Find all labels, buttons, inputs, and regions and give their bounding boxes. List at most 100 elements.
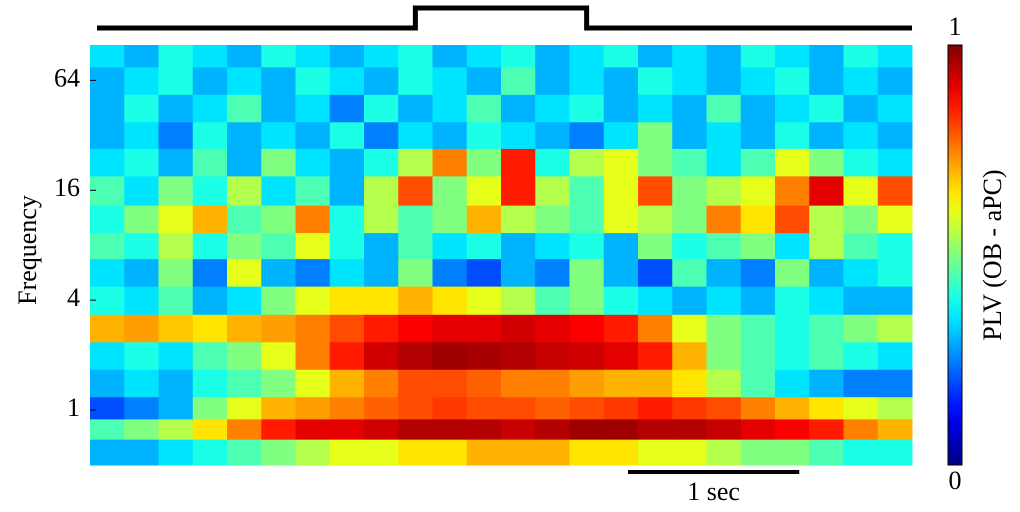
heatmap-cell — [466, 232, 502, 260]
heatmap-cell — [877, 439, 913, 466]
heatmap-cell — [535, 418, 570, 440]
heatmap-cell — [535, 121, 570, 149]
heatmap-cell — [329, 369, 365, 398]
heatmap-cell — [672, 439, 707, 466]
heatmap-cell — [706, 205, 742, 234]
heatmap-cell — [809, 205, 844, 234]
heatmap-cell — [569, 439, 605, 466]
heatmap-cell — [638, 232, 673, 260]
heatmap-cell — [740, 45, 776, 68]
heatmap-cell — [672, 121, 707, 149]
heatmap-cell — [466, 439, 502, 466]
heatmap-cell — [295, 94, 331, 123]
heatmap-cell — [809, 418, 844, 440]
heatmap-cell — [329, 148, 365, 177]
heatmap-cell — [809, 314, 844, 343]
heatmap-cell — [432, 439, 468, 466]
heatmap-cell — [843, 148, 879, 177]
heatmap-cell — [192, 205, 228, 234]
heatmap-cell — [432, 341, 468, 370]
heatmap-cell — [432, 66, 468, 95]
heatmap-cell — [775, 94, 810, 123]
heatmap-cell — [740, 148, 776, 177]
heatmap-cell — [261, 369, 296, 398]
heatmap-cell — [638, 45, 673, 68]
heatmap-cell — [432, 94, 468, 123]
heatmap-cell — [90, 45, 125, 68]
heatmap-cell — [501, 418, 536, 440]
heatmap-cell — [638, 258, 673, 287]
heatmap-cell — [706, 314, 742, 343]
heatmap-cell — [466, 148, 502, 177]
heatmap-cell — [192, 258, 228, 287]
heatmap-cell — [706, 148, 742, 177]
heatmap-cell — [398, 369, 433, 398]
heatmap-cell — [192, 396, 228, 420]
heatmap-cell — [775, 418, 810, 440]
heatmap-cell — [158, 369, 194, 398]
heatmap-cell — [809, 286, 844, 315]
heatmap-cell — [569, 369, 605, 398]
heatmap-cell — [740, 439, 776, 466]
heatmap-cell — [364, 232, 399, 260]
heatmap-cell — [124, 94, 159, 123]
heatmap-cell — [124, 66, 159, 95]
heatmap-cell — [672, 94, 707, 123]
heatmap-cell — [569, 175, 605, 206]
heatmap-cell — [364, 439, 399, 466]
heatmap-cell — [261, 45, 296, 68]
heatmap-cell — [843, 369, 879, 398]
heatmap-cell — [466, 341, 502, 370]
heatmap-cell — [569, 66, 605, 95]
heatmap-cell — [501, 341, 536, 370]
heatmap-cell — [124, 341, 159, 370]
heatmap-cell — [364, 258, 399, 287]
heatmap-cell — [466, 418, 502, 440]
heatmap-cell — [501, 439, 536, 466]
heatmap-cell — [192, 369, 228, 398]
heatmap-cell — [501, 396, 536, 420]
heatmap-cell — [877, 148, 913, 177]
heatmap-cell — [569, 232, 605, 260]
colorbar-tick-label: 0 — [949, 466, 962, 495]
heatmap-cell — [158, 232, 194, 260]
heatmap-cell — [124, 314, 159, 343]
heatmap-cell — [398, 205, 433, 234]
heatmap-cell — [638, 341, 673, 370]
heatmap-cell — [809, 439, 844, 466]
heatmap-cell — [261, 232, 296, 260]
heatmap-cell — [535, 258, 570, 287]
heatmap-cell — [295, 45, 331, 68]
heatmap-cell — [501, 258, 536, 287]
heatmap-cell — [535, 205, 570, 234]
heatmap-cell — [535, 148, 570, 177]
heatmap-cell — [364, 121, 399, 149]
heatmap-cell — [364, 369, 399, 398]
heatmap-cell — [432, 205, 468, 234]
heatmap-cell — [740, 94, 776, 123]
heatmap-cell — [432, 148, 468, 177]
heatmap-cell — [90, 396, 125, 420]
heatmap-cell — [501, 148, 536, 177]
heatmap-cell — [843, 175, 879, 206]
heatmap-cell — [569, 286, 605, 315]
heatmap-cell — [261, 258, 296, 287]
heatmap-cell — [501, 286, 536, 315]
heatmap-cell — [740, 286, 776, 315]
heatmap-cell — [432, 314, 468, 343]
heatmap-cell — [295, 286, 331, 315]
heatmap-cell — [90, 232, 125, 260]
heatmap-cell — [329, 341, 365, 370]
heatmap-cell — [877, 121, 913, 149]
heatmap-cell — [740, 369, 776, 398]
heatmap-cell — [603, 258, 639, 287]
heatmap-cell — [775, 439, 810, 466]
heatmap-cell — [809, 121, 844, 149]
heatmap-cell — [809, 341, 844, 370]
heatmap-cell — [877, 66, 913, 95]
heatmap-cell — [90, 418, 125, 440]
heatmap-cell — [295, 258, 331, 287]
heatmap-cell — [261, 286, 296, 315]
heatmap-cell — [227, 148, 262, 177]
heatmap-cell — [329, 396, 365, 420]
